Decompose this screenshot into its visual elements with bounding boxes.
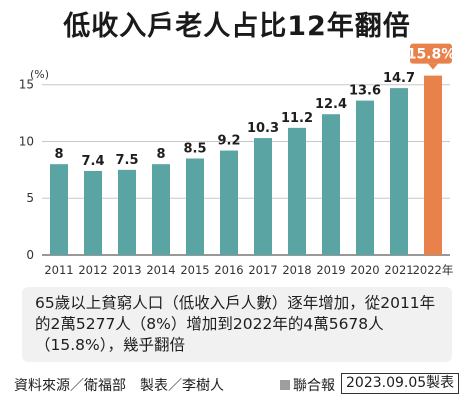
- data-label: 8: [156, 147, 165, 162]
- data-label: 12.4: [315, 97, 347, 112]
- bar: [356, 100, 374, 255]
- data-label: 15.8%: [407, 47, 456, 63]
- data-label: 8.5: [183, 142, 206, 157]
- source-credit: 資料來源／衛福部 製表／李樹人: [14, 378, 224, 394]
- x-tick-label: 2013: [112, 263, 141, 277]
- x-tick-label: 2012: [78, 263, 107, 277]
- publisher-name: 聯合報: [293, 378, 335, 394]
- bar: [424, 75, 442, 255]
- data-label: 13.6: [349, 84, 381, 99]
- highlight-callout: [410, 43, 452, 64]
- y-tick-label: 15: [19, 78, 34, 92]
- bar: [186, 158, 204, 255]
- bar: [254, 138, 272, 255]
- bar: [288, 127, 306, 255]
- data-label: 9.2: [217, 134, 240, 149]
- chart-title: 低收入戶老人占比12年翻倍: [63, 11, 411, 42]
- bar: [84, 170, 102, 255]
- bar: [220, 150, 238, 255]
- data-label: 11.2: [281, 111, 313, 126]
- x-tick-label: 2015: [180, 263, 209, 277]
- data-label: 7.5: [115, 153, 138, 168]
- note-text: 65歲以上貧窮人口（低收入戶人數）逐年增加，從2011年的2萬5277人（8%）…: [35, 294, 436, 354]
- date-stamp: 2023.09.05製表: [341, 373, 460, 394]
- note-box: [22, 287, 452, 362]
- bar: [50, 164, 68, 255]
- data-label: 8: [54, 147, 63, 162]
- x-tick-label: 2021: [384, 263, 413, 277]
- x-tick-label: 2016: [214, 263, 243, 277]
- bar: [152, 164, 170, 255]
- data-label: 10.3: [247, 121, 279, 136]
- publisher-square-icon: [280, 380, 290, 390]
- publisher: 聯合報: [280, 375, 335, 395]
- x-tick-label: 2011: [44, 263, 73, 277]
- bar: [322, 114, 340, 255]
- x-tick-label: 2019: [316, 263, 345, 277]
- data-label: 14.7: [383, 71, 415, 86]
- callout-pointer: [428, 63, 438, 70]
- y-tick-label: 10: [19, 134, 34, 148]
- x-tick-label: 2018: [282, 263, 311, 277]
- bar: [390, 88, 408, 256]
- y-tick-label: 5: [26, 191, 34, 205]
- bar-chart: (%) 0 5 10 15 8 2011 7.4 2012 7.5 2013 8 2014 8.5 2015…: [19, 43, 456, 277]
- x-tick-label: 2022年: [413, 263, 454, 277]
- x-tick-label: 2020: [350, 263, 379, 277]
- x-tick-label: 2014: [146, 263, 175, 277]
- x-tick-label: 2017: [248, 263, 277, 277]
- y-tick-label: 0: [26, 248, 34, 262]
- y-unit-label: (%): [30, 68, 49, 81]
- data-label: 7.4: [81, 154, 104, 169]
- bar: [118, 169, 136, 255]
